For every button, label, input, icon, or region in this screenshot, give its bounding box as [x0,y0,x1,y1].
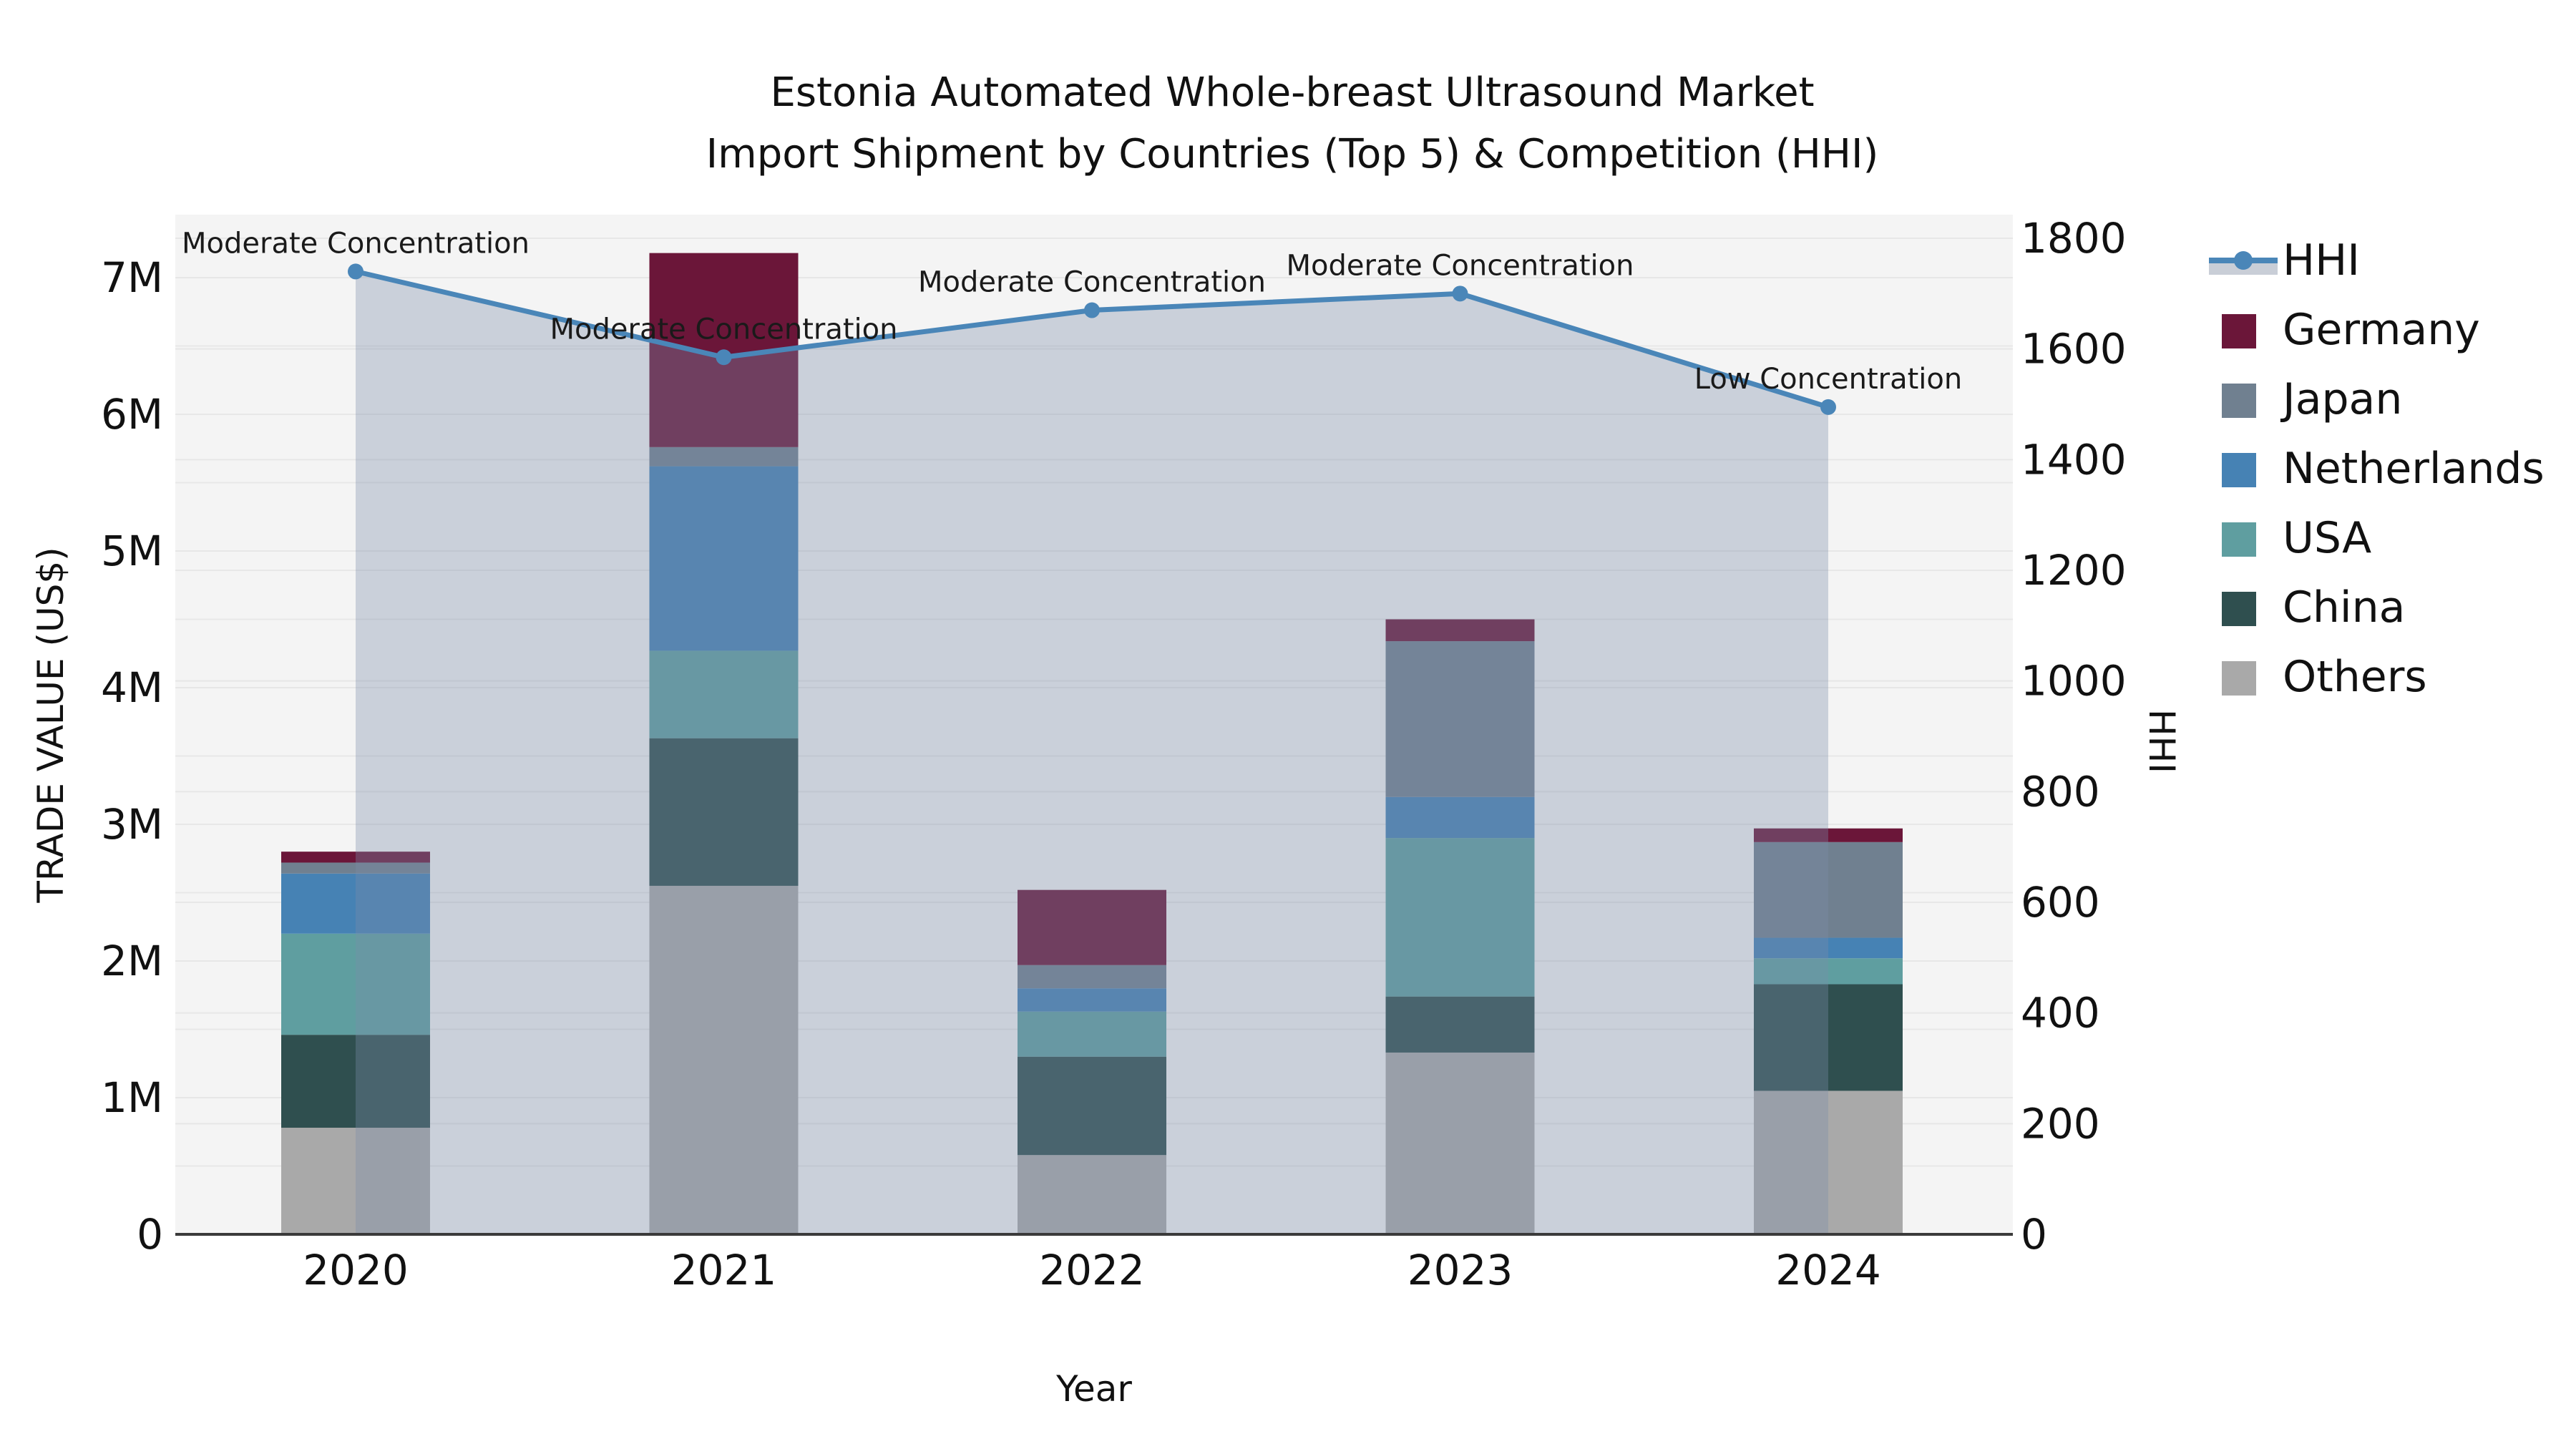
bar-segment-2024-china [1754,984,1903,1091]
y-left-tick-7M: 7M [101,253,163,302]
bar-segment-2020-china [281,1035,430,1128]
hhi-marker-2024 [1820,399,1836,415]
legend-label-japan: Japan [2280,374,2402,424]
y-right-tick-800: 800 [2021,767,2100,816]
bar-segment-2023-japan [1385,641,1535,797]
bar-segment-2020-netherlands [281,873,430,934]
bar-segment-2024-germany [1754,828,1903,842]
legend-label-others: Others [2283,652,2427,702]
legend-swatch-netherlands [2222,453,2256,487]
bar-segment-2023-others [1385,1052,1535,1234]
bar-segment-2021-netherlands [649,466,799,651]
hhi-marker-2021 [716,349,732,366]
bar-segment-2022-netherlands [1018,988,1166,1012]
bar-segment-2020-japan [281,862,430,874]
x-tick-2023: 2023 [1407,1246,1513,1294]
bar-segment-2022-usa [1018,1011,1166,1057]
bar-segment-2024-usa [1754,958,1903,985]
x-axis-label: Year [1055,1368,1132,1410]
y-left-tick-0: 0 [137,1210,163,1259]
y-right-tick-1800: 1800 [2021,214,2127,263]
hhi-area-fill-layer [356,271,1828,1234]
y-axis-right-label: HHI [2141,709,2182,774]
y-right-tick-400: 400 [2021,989,2100,1038]
legend-swatch-japan [2222,384,2256,418]
y-right-tick-1200: 1200 [2021,546,2127,595]
chart-title-line1: Estonia Automated Whole-breast Ultrasoun… [770,69,1814,116]
bar-segment-2020-germany [281,852,430,863]
y-right-tick-0: 0 [2021,1210,2047,1259]
x-tick-2024: 2024 [1775,1246,1881,1294]
y-left-tick-5M: 5M [101,527,163,575]
y-right-tick-1000: 1000 [2021,657,2127,706]
y-right-tick-1400: 1400 [2021,435,2127,484]
bar-segment-2021-others [649,885,799,1234]
bar-segment-2023-netherlands [1385,796,1535,839]
bar-segment-2023-china [1385,996,1535,1053]
legend-swatch-usa [2222,522,2256,557]
bar-segment-2023-usa [1385,838,1535,997]
bar-segment-2022-japan [1018,965,1166,989]
y-right-tick-200: 200 [2021,1099,2100,1148]
legend-label-usa: USA [2283,513,2371,563]
stacked-bars-layer [281,253,1903,1234]
legend-swatch-germany [2222,314,2256,348]
hhi-line-layer [348,263,1836,415]
x-tick-2020: 2020 [303,1246,409,1294]
bar-segment-2023-germany [1385,619,1535,642]
bar-segment-2024-japan [1754,841,1903,938]
bar-segment-2020-usa [281,933,430,1035]
legend-label-germany: Germany [2283,305,2480,355]
legend-label-hhi: HHI [2283,235,2360,286]
bar-segment-2022-china [1018,1056,1166,1156]
legend-label-netherlands: Netherlands [2283,444,2545,494]
annotation-2020: Moderate Concentration [182,227,530,260]
y-left-tick-6M: 6M [101,390,163,439]
y-axis-left-label: TRADE VALUE (US$) [30,547,72,903]
bar-segment-2020-others [281,1128,430,1234]
bar-segment-2024-netherlands [1754,937,1903,959]
annotation-2022: Moderate Concentration [918,266,1266,299]
legend-label-china: China [2283,582,2405,633]
annotation-2024: Low Concentration [1694,363,1962,396]
annotation-layer: Moderate Concentration Moderate Concentra… [182,227,1962,395]
hhi-marker-2023 [1452,286,1468,302]
bar-segment-2022-germany [1018,889,1166,965]
chart-title-line2: Import Shipment by Countries (Top 5) & C… [706,131,1879,177]
y-left-tick-1M: 1M [101,1073,163,1122]
bar-segment-2021-japan [649,447,799,467]
hhi-area-fill [356,271,1828,1234]
legend-hhi-marker [2234,251,2253,270]
legend-swatch-others [2222,661,2256,696]
annotation-2021: Moderate Concentration [550,313,898,346]
annotation-2023: Moderate Concentration [1287,249,1634,282]
legend: HHI Germany Japan Netherlands USA China Others [2209,235,2545,702]
legend-swatch-china [2222,592,2256,626]
bar-segment-2024-others [1754,1091,1903,1234]
bar-segment-2021-usa [649,650,799,738]
x-tick-2022: 2022 [1039,1246,1145,1294]
bar-segment-2022-others [1018,1155,1166,1234]
tick-label-layer: 0 1M 2M 3M 4M 5M 6M 7M 0 200 400 600 800 1000 1200 1400… [101,214,2127,1294]
y-right-tick-1600: 1600 [2021,325,2127,374]
hhi-marker-2020 [348,263,364,280]
y-right-tick-600: 600 [2021,878,2100,927]
y-left-tick-2M: 2M [101,937,163,985]
hhi-marker-2022 [1084,302,1100,318]
y-left-tick-3M: 3M [101,800,163,849]
bar-segment-2021-china [649,738,799,886]
x-tick-2021: 2021 [671,1246,777,1294]
y-left-tick-4M: 4M [101,663,163,712]
